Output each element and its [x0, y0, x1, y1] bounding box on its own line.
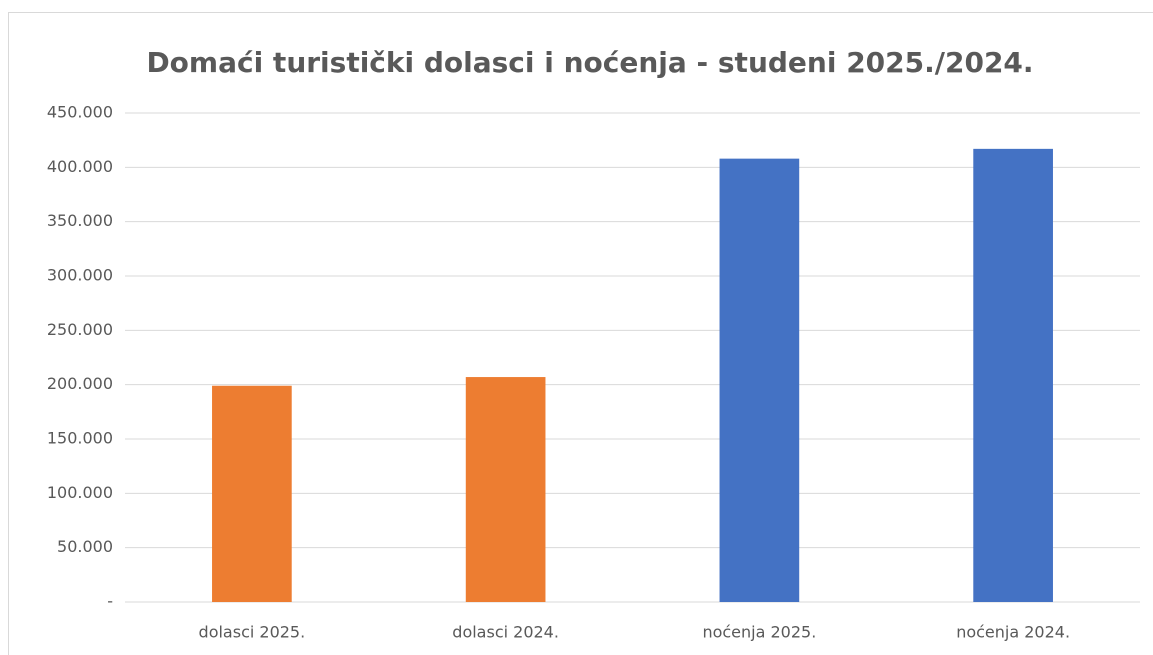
bar — [465, 377, 546, 602]
y-tick-label: 350.000 — [47, 211, 113, 230]
x-tick-label: dolasci 2025. — [199, 623, 306, 642]
y-tick-label: 250.000 — [47, 320, 113, 339]
x-tick-label: noćenja 2025. — [702, 623, 816, 642]
x-tick-label: dolasci 2024. — [452, 623, 559, 642]
bar — [719, 158, 800, 602]
y-tick-label: 300.000 — [47, 266, 113, 285]
y-tick-label: 450.000 — [47, 103, 113, 122]
y-tick-label: 100.000 — [47, 483, 113, 502]
y-tick-label: 400.000 — [47, 157, 113, 176]
bar — [973, 148, 1053, 603]
y-tick-label: - — [107, 592, 113, 611]
y-tick-label: 50.000 — [57, 537, 113, 556]
y-tick-label: 150.000 — [47, 429, 113, 448]
chart-title: Domaći turistički dolasci i noćenja - st… — [146, 46, 1033, 79]
y-tick-label: 200.000 — [47, 374, 113, 393]
bar — [212, 385, 292, 602]
x-tick-label: noćenja 2024. — [956, 623, 1070, 642]
